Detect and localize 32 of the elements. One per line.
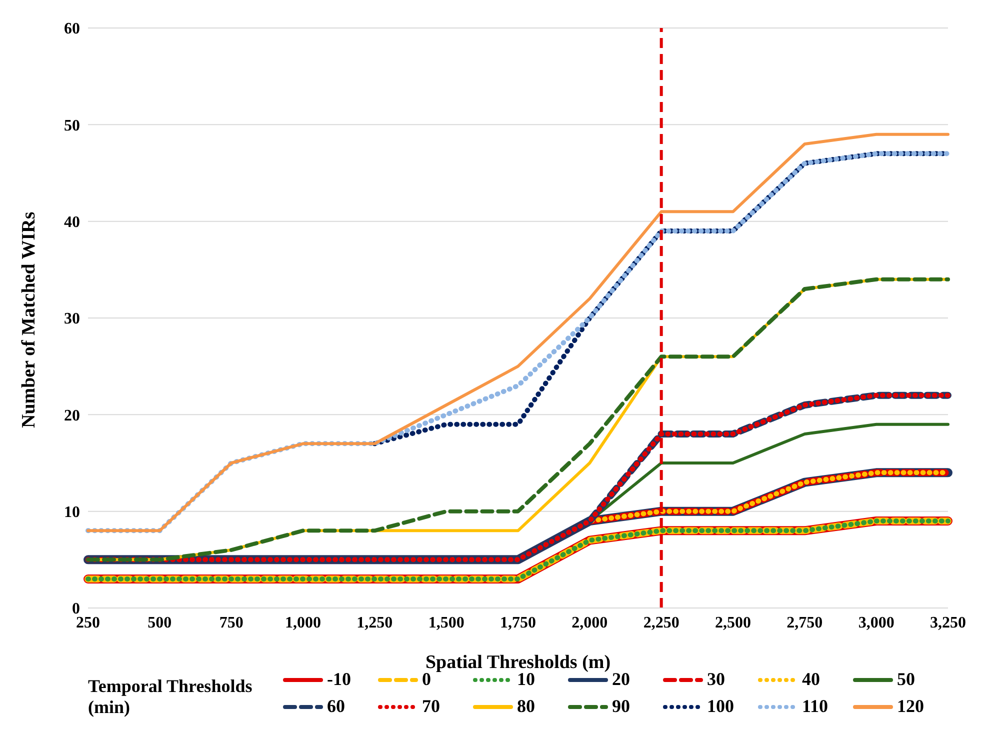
x-tick-label: 2,500	[715, 614, 751, 632]
legend-title: Temporal Thresholds (min)	[88, 675, 254, 718]
x-tick-label: 3,250	[930, 614, 966, 632]
x-tick-label: 2,250	[643, 614, 680, 632]
legend-label: -10	[327, 669, 351, 690]
x-tick-label: 2,750	[786, 614, 823, 632]
legend-label: 40	[802, 669, 820, 690]
y-tick-label: 60	[64, 20, 80, 38]
legend-label: 50	[897, 669, 915, 690]
x-tick-label: 1,000	[285, 614, 321, 632]
x-tick-label: 2,000	[572, 614, 608, 632]
x-tick-label: 1,250	[356, 614, 393, 632]
y-tick-label: 10	[64, 504, 80, 522]
y-tick-label: 50	[64, 117, 80, 134]
legend-label: 100	[707, 696, 734, 717]
legend-label: 60	[327, 696, 345, 717]
legend-label: 80	[517, 696, 535, 717]
legend-label: 70	[422, 696, 440, 717]
y-tick-label: 30	[64, 310, 80, 328]
legend-label: 90	[612, 696, 630, 717]
legend-label: 110	[802, 696, 828, 717]
x-tick-label: 3,000	[858, 614, 894, 632]
y-tick-label: 20	[64, 407, 80, 424]
y-axis-title: Number of Matched WIRs	[18, 212, 40, 428]
legend-label: 30	[707, 669, 725, 690]
legend-label: 120	[897, 696, 924, 717]
x-tick-label: 1,750	[500, 614, 536, 632]
x-tick-label: 750	[219, 614, 244, 632]
legend-label: 20	[612, 669, 630, 690]
y-tick-label: 40	[64, 214, 80, 232]
x-tick-label: 500	[148, 614, 172, 632]
x-tick-label: 1,500	[428, 614, 464, 632]
